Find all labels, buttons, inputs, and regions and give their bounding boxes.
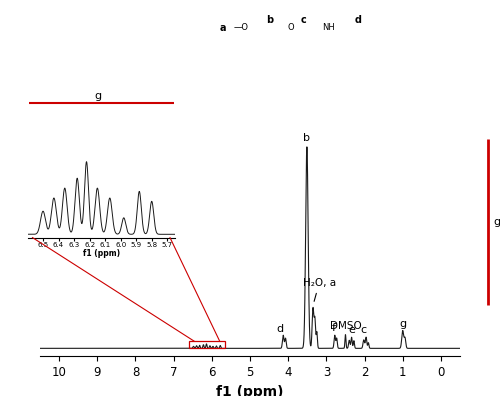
Text: H₂O, a: H₂O, a [302, 278, 336, 301]
Text: g: g [399, 319, 406, 329]
Text: e: e [348, 325, 355, 335]
Text: b: b [304, 133, 310, 143]
Text: O: O [288, 23, 294, 32]
Text: f: f [332, 323, 336, 333]
X-axis label: f1 (ppm): f1 (ppm) [216, 385, 284, 396]
X-axis label: f1 (ppm): f1 (ppm) [82, 249, 120, 258]
Text: a: a [220, 23, 226, 33]
Text: c: c [360, 325, 367, 335]
Text: —O: —O [234, 23, 248, 32]
Text: g: g [94, 91, 101, 101]
Text: g: g [494, 217, 500, 227]
Text: DMSO: DMSO [330, 321, 362, 331]
Text: d: d [276, 324, 283, 334]
Text: d: d [355, 15, 362, 25]
Text: c: c [301, 15, 307, 25]
Text: b: b [266, 15, 273, 25]
Text: NH: NH [322, 23, 336, 32]
